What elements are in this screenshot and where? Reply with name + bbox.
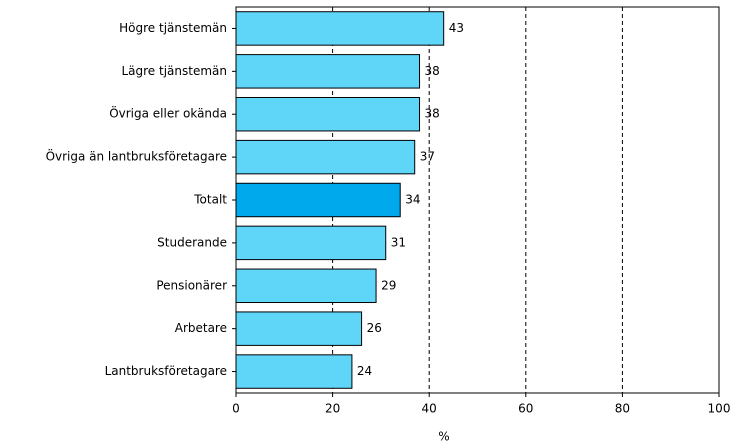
data-label: 34	[405, 193, 420, 207]
y-tick-label: Lägre tjänstemän	[121, 64, 227, 78]
y-tick-label: Högre tjänstemän	[119, 21, 227, 35]
bar	[235, 311, 363, 346]
data-label: 38	[425, 64, 440, 78]
x-axis-label: %	[438, 430, 449, 444]
bar	[235, 354, 353, 389]
data-label: 43	[449, 21, 464, 35]
x-tick-label: 0	[232, 402, 240, 416]
data-label: 37	[420, 150, 435, 164]
data-label: 24	[357, 364, 372, 378]
bar	[235, 268, 377, 304]
x-tick-label: 20	[325, 402, 340, 416]
y-tick-label: Övriga eller okända	[109, 105, 227, 121]
data-label: 29	[381, 278, 396, 292]
y-tick-label: Arbetare	[175, 321, 227, 335]
bar	[235, 182, 401, 218]
data-label: 38	[425, 107, 440, 121]
x-tick-label: 60	[518, 402, 533, 416]
bar	[235, 139, 416, 175]
y-tick-label: Studerande	[157, 235, 227, 249]
x-tick-label: 80	[615, 402, 630, 416]
data-label: 31	[391, 235, 406, 249]
bar	[235, 96, 421, 132]
y-tick-label: Totalt	[193, 193, 227, 207]
x-tick-label: 100	[708, 402, 731, 416]
y-tick-label: Pensionärer	[156, 278, 227, 292]
y-tick-label: Övriga än lantbruksföretagare	[46, 148, 227, 164]
x-tick-label: 40	[422, 402, 437, 416]
data-label: 26	[367, 321, 382, 335]
bar	[235, 225, 387, 261]
y-tick-label: Lantbruksföretagare	[105, 364, 227, 378]
bar	[235, 54, 421, 89]
bar	[235, 11, 445, 46]
